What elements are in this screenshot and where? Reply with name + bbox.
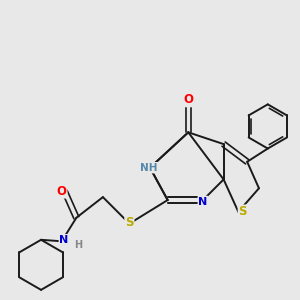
Text: N: N — [198, 196, 208, 206]
Text: S: S — [238, 205, 247, 218]
Text: H: H — [74, 240, 82, 250]
Text: N: N — [59, 235, 69, 245]
Text: O: O — [183, 93, 193, 106]
Text: NH: NH — [140, 163, 157, 173]
Text: S: S — [125, 216, 134, 229]
Text: O: O — [57, 185, 67, 198]
